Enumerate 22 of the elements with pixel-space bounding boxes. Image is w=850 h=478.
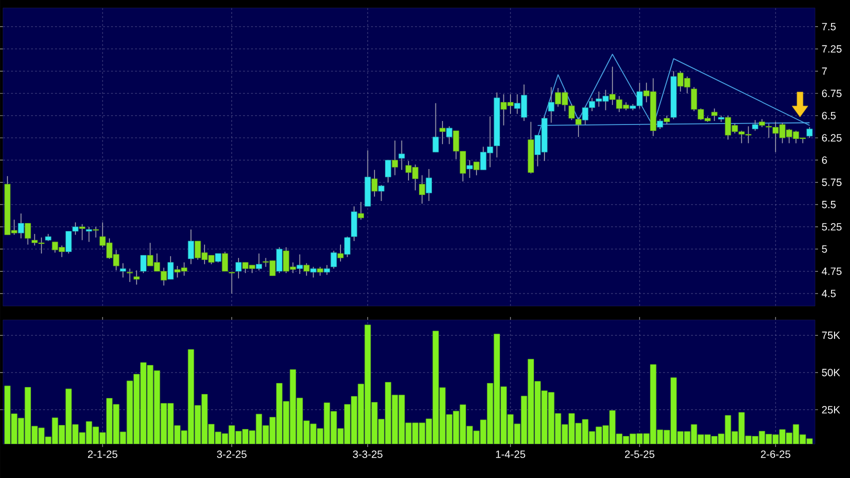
y-tick-label: 50K — [822, 368, 840, 376]
y-tick-label: 5.5 — [822, 200, 836, 208]
y-tick-label: 7.25 — [822, 45, 842, 53]
x-tick-label: 3-3-25 — [352, 450, 382, 458]
y-tick-label: 5.75 — [822, 178, 842, 186]
y-tick-label: 6.5 — [822, 112, 836, 120]
y-tick-label: 7 — [822, 68, 827, 75]
y-tick-label: 75K — [822, 332, 840, 339]
y-tick-label: 7.5 — [822, 23, 836, 30]
y-tick-label: 25K — [822, 406, 840, 414]
y-tick-label: 4.5 — [822, 290, 836, 298]
x-tick-label: 2-6-25 — [760, 450, 790, 458]
y-tick-label: 5 — [822, 245, 827, 253]
y-tick-label: 6.25 — [822, 134, 842, 142]
y-tick-label: 5.25 — [822, 223, 842, 231]
x-tick-label: 2-1-25 — [88, 450, 118, 458]
y-tick-label: 4.75 — [822, 268, 842, 275]
x-tick-label: 3-2-25 — [216, 450, 246, 458]
x-tick-label: 1-4-25 — [496, 450, 526, 458]
y-tick-label: 6.75 — [822, 90, 842, 98]
x-tick-label: 2-5-25 — [624, 450, 654, 458]
y-tick-label: 6 — [822, 156, 827, 164]
